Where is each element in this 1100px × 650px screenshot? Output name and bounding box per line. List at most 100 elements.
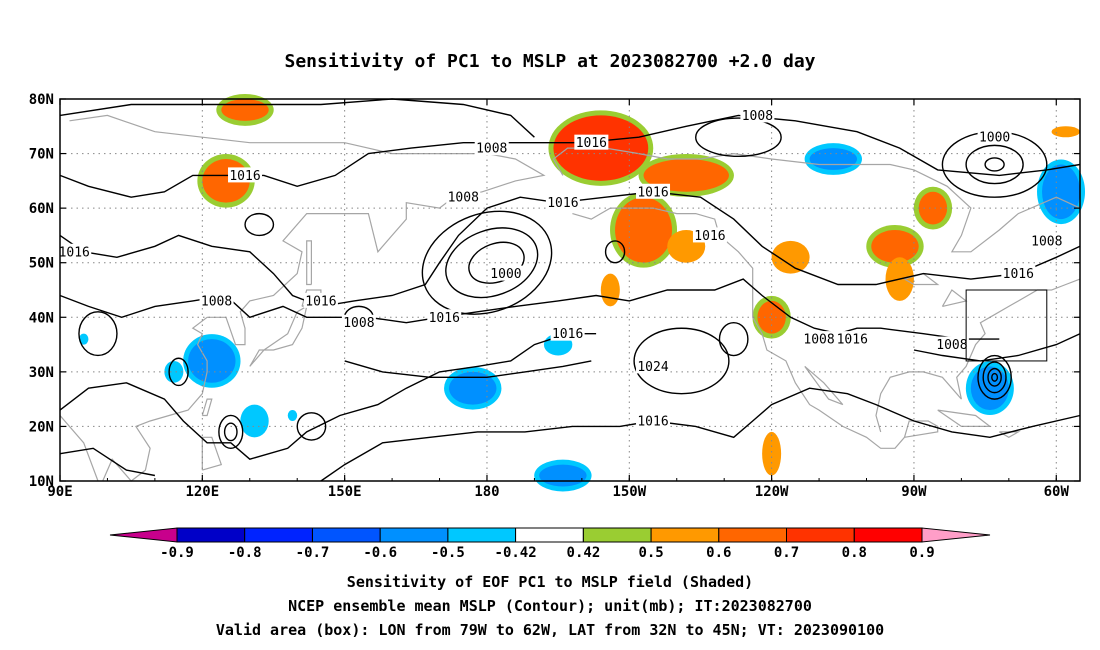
contour-label: 1016 <box>574 134 609 151</box>
latitude-axis: 10N 20N 30N 40N 50N 60N 70N 80N <box>29 92 1080 490</box>
contour-label-bg <box>488 265 523 281</box>
contour-label-text: 1016 <box>837 333 868 348</box>
mslp-closed-isobar <box>244 212 275 237</box>
contour-label: 1008 <box>740 107 775 124</box>
contour-label-bg <box>835 331 870 347</box>
colorbar-label: -0.8 <box>228 545 262 561</box>
contour-label-text: 1008 <box>936 338 967 353</box>
contour-label: 1016 <box>835 331 870 348</box>
contour-label-bg <box>446 189 481 205</box>
mslp-contours <box>59 98 1081 482</box>
colorbar-label: 0.6 <box>706 545 731 561</box>
lon-tick-label: 150W <box>612 484 646 500</box>
colorbar-swatch <box>379 527 449 543</box>
mslp-closed-isobar <box>977 354 1012 400</box>
contour-label-text: 1016 <box>1003 267 1034 282</box>
valid-area-box <box>965 289 1048 362</box>
shaded-region <box>221 99 269 121</box>
lon-tick-label: 120W <box>755 484 789 500</box>
contour-label: 1016 <box>57 243 92 260</box>
contour-label: 1016 <box>228 167 263 184</box>
mslp-closed-isobar <box>965 144 1024 185</box>
colorbar-swatch <box>582 527 652 543</box>
contour-label-bg <box>740 107 775 123</box>
shaded-region <box>762 431 782 476</box>
mslp-isobar <box>59 333 597 460</box>
mslp-closed-isobar <box>223 422 238 442</box>
mslp-isobar <box>59 98 535 138</box>
contour-label: 1008 <box>934 336 969 353</box>
contour-label-bg <box>199 292 234 308</box>
lon-tick-label: 180 <box>474 484 499 500</box>
coastline <box>552 147 1081 253</box>
contour-label-bg <box>934 336 969 352</box>
coastline <box>572 207 939 449</box>
colorbar-swatch <box>312 527 381 543</box>
shaded-region <box>188 339 236 383</box>
contour-label: 1000 <box>977 129 1012 146</box>
contour-label: 1016 <box>427 309 462 326</box>
contour-label-bg <box>228 167 263 183</box>
contour-label-bg <box>1001 265 1036 281</box>
shaded-region <box>615 197 673 263</box>
shaded-region <box>449 371 497 405</box>
contour-label-bg <box>1029 232 1064 248</box>
contour-label: 1008 <box>341 314 376 331</box>
contour-label-text: 1024 <box>637 360 668 375</box>
colorbar-swatch <box>176 527 246 543</box>
contour-label: 1008 <box>446 189 481 206</box>
contour-label-text: 1016 <box>576 136 607 151</box>
shaded-region <box>1051 126 1080 138</box>
contour-label-bg <box>341 314 376 330</box>
contour-label-text: 1008 <box>448 191 479 206</box>
contour-label-text: 1016 <box>694 229 725 244</box>
colorbar-swatch <box>515 527 584 543</box>
contour-label-bg <box>802 331 837 347</box>
colorbar-label: -0.5 <box>431 545 465 561</box>
contour-label-text: 1008 <box>803 333 834 348</box>
colorbar-label: -0.6 <box>363 545 397 561</box>
mslp-closed-isobar <box>987 367 1002 387</box>
contour-label-bg <box>57 243 92 259</box>
contour-label: 1016 <box>692 227 727 244</box>
lat-tick-label: 30N <box>29 365 54 381</box>
colorbar-label: -0.9 <box>160 545 194 561</box>
shaded-region <box>918 191 948 225</box>
colorbar-label: 0.9 <box>909 545 934 561</box>
mslp-isobar <box>59 191 1081 308</box>
contour-label: 1024 <box>636 358 671 375</box>
lon-tick-label: 120E <box>185 484 219 500</box>
mslp-isobar <box>59 447 156 477</box>
colorbar-label: 0.7 <box>774 545 799 561</box>
contour-label-text: 1016 <box>552 327 583 342</box>
mslp-closed-isobar <box>218 414 244 449</box>
shaded-region <box>643 159 729 192</box>
coastline <box>201 398 213 417</box>
mslp-closed-isobar <box>982 361 1007 394</box>
mslp-closed-isobar <box>718 322 749 357</box>
coastline <box>941 289 968 307</box>
contour-label-bg <box>474 140 509 156</box>
contour-label: 1016 <box>550 325 585 342</box>
contour-label-bg <box>427 309 462 325</box>
coastline <box>201 436 223 471</box>
coastline <box>804 365 844 406</box>
contour-label-text: 1008 <box>343 316 374 331</box>
contour-label: 1016 <box>303 292 338 309</box>
colorbar-swatch <box>786 527 855 543</box>
lon-tick-label: 90W <box>901 484 927 500</box>
mslp-closed-isobar <box>695 117 782 157</box>
caption-valid-area: Valid area (box): LON from 79W to 62W, L… <box>215 621 885 639</box>
shaded-region <box>240 404 269 438</box>
figure-title: Sensitivity of PC1 to MSLP at 2023082700… <box>284 51 815 72</box>
mslp-closed-isobar <box>468 241 525 284</box>
contour-label-text: 1000 <box>490 267 521 282</box>
colorbar: -0.9 -0.8 -0.7 -0.6 -0.5 -0.42 0.42 0.5 0.6 0.7 0.… <box>109 527 991 561</box>
contour-label-text: 1016 <box>637 185 668 200</box>
mslp-closed-isobar <box>168 357 189 387</box>
contour-label-text: 1008 <box>201 294 232 309</box>
lat-tick-label: 50N <box>29 256 54 272</box>
